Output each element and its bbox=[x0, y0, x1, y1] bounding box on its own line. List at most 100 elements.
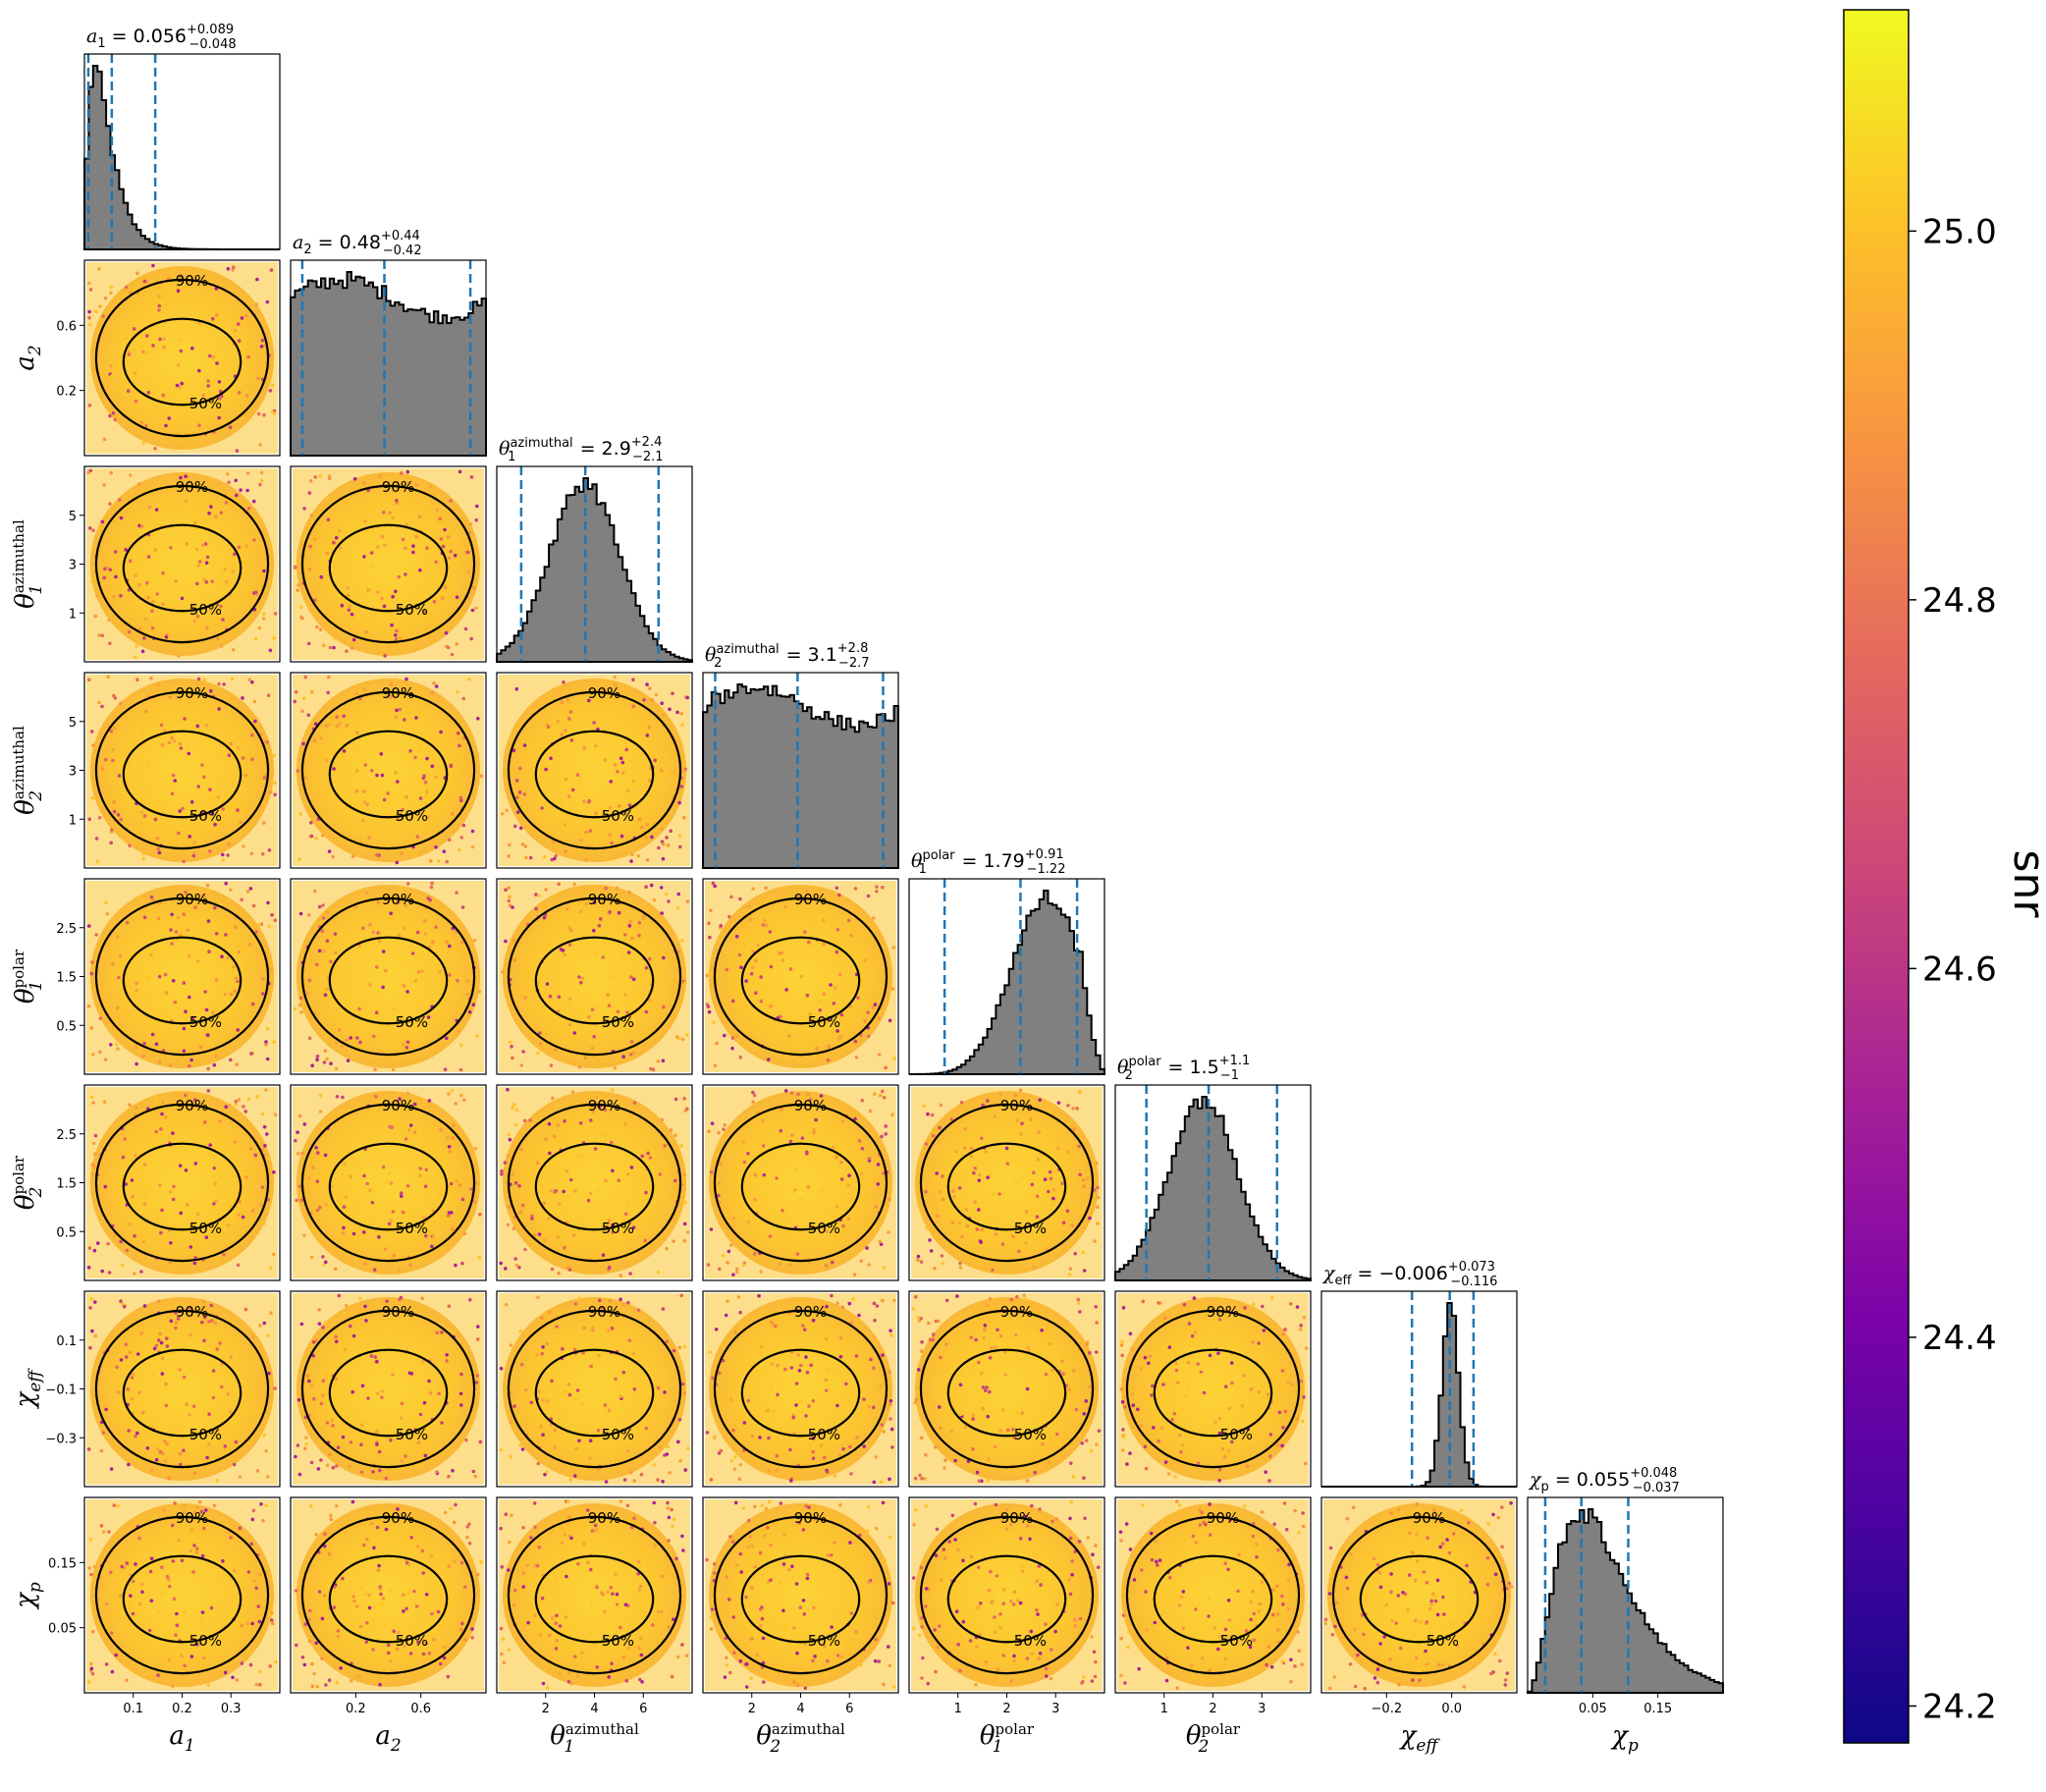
scatter-point bbox=[577, 1064, 582, 1069]
scatter-point bbox=[162, 337, 166, 342]
scatter-point bbox=[619, 1679, 623, 1684]
scatter-points bbox=[293, 468, 484, 660]
scatter-point bbox=[668, 707, 672, 712]
x-axis-label: a2 bbox=[375, 1721, 401, 1756]
scatter-point bbox=[819, 1189, 824, 1194]
scatter-point bbox=[973, 1200, 977, 1204]
scatter-point bbox=[137, 582, 141, 587]
scatter-point bbox=[629, 982, 634, 987]
scatter-point bbox=[788, 967, 793, 971]
scatter-point bbox=[1259, 1400, 1263, 1404]
scatter-point bbox=[401, 1210, 405, 1215]
scatter-point bbox=[747, 904, 751, 909]
scatter-point bbox=[623, 1602, 628, 1606]
scatter-point bbox=[375, 1359, 379, 1364]
scatter-point bbox=[302, 1662, 307, 1667]
scatter-point bbox=[854, 1630, 859, 1634]
scatter-point bbox=[214, 313, 219, 317]
scatter-point bbox=[241, 1215, 245, 1220]
scatter-point bbox=[683, 981, 687, 985]
scatter-point bbox=[131, 1372, 135, 1377]
scatter-point bbox=[726, 1260, 729, 1265]
scatter-point bbox=[680, 1037, 685, 1042]
scatter-point bbox=[461, 696, 466, 701]
scatter-point bbox=[165, 1441, 169, 1446]
scatter-point bbox=[240, 1661, 244, 1665]
scatter-point bbox=[1158, 1347, 1162, 1351]
scatter-point bbox=[795, 1683, 800, 1688]
scatter-point bbox=[264, 1503, 268, 1508]
scatter-point bbox=[318, 1205, 322, 1210]
scatter-point bbox=[194, 1642, 199, 1647]
scatter-point bbox=[1045, 1674, 1049, 1678]
scatter-point bbox=[270, 913, 274, 917]
scatter-point bbox=[1333, 1624, 1337, 1629]
scatter-point bbox=[221, 807, 225, 811]
scatter-points bbox=[86, 1087, 278, 1278]
scatter-point bbox=[90, 1629, 95, 1634]
scatter-point bbox=[362, 519, 367, 523]
scatter-point bbox=[1349, 1551, 1353, 1556]
scatter-point bbox=[726, 1569, 729, 1574]
scatter-points bbox=[86, 262, 278, 454]
panel-frame bbox=[908, 1290, 1105, 1488]
scatter-point bbox=[504, 939, 508, 944]
scatter-point bbox=[575, 1388, 580, 1392]
scatter-point bbox=[262, 412, 266, 417]
scatter-point bbox=[463, 1638, 468, 1642]
scatter-point bbox=[736, 1295, 741, 1299]
scatter-point bbox=[294, 1138, 297, 1143]
scatter-point bbox=[477, 1255, 482, 1260]
contour-50 bbox=[122, 936, 242, 1025]
scatter-point bbox=[672, 1239, 675, 1243]
scatter-point bbox=[744, 1661, 749, 1666]
scatter-point bbox=[244, 393, 249, 398]
scatter-point bbox=[91, 1053, 95, 1057]
scatter-point bbox=[719, 923, 724, 928]
scatter-point bbox=[1363, 1596, 1368, 1600]
scatter-point bbox=[100, 704, 104, 709]
scatter-point bbox=[267, 848, 272, 852]
scatter-point bbox=[530, 1214, 534, 1219]
scatter-point bbox=[1081, 1177, 1086, 1182]
scatter-point bbox=[551, 840, 555, 844]
scatter-point bbox=[253, 1153, 258, 1158]
scatter-point bbox=[195, 581, 199, 586]
y-axis-label: a2 bbox=[11, 345, 45, 370]
scatter-point bbox=[712, 1571, 717, 1575]
scatter-point bbox=[125, 1678, 129, 1683]
scatter-point bbox=[731, 1428, 735, 1433]
scatter-point bbox=[396, 780, 400, 784]
scatter-point bbox=[805, 913, 810, 917]
scatter-point bbox=[429, 885, 434, 890]
scatter-point bbox=[856, 996, 860, 1000]
scatter-point bbox=[381, 1597, 386, 1601]
scatter-point bbox=[188, 1245, 193, 1249]
scatter-point bbox=[434, 684, 439, 688]
scatter-point bbox=[838, 1502, 842, 1507]
scatter-point bbox=[677, 1418, 682, 1422]
contour-label: 50% bbox=[396, 1220, 428, 1237]
scatter-point bbox=[161, 1058, 166, 1061]
scatter-point bbox=[332, 540, 336, 545]
scatter-point bbox=[468, 1298, 472, 1302]
scatter-point bbox=[118, 1628, 123, 1633]
scatter-point bbox=[629, 759, 633, 763]
scatter-point bbox=[584, 857, 588, 862]
scatter-point bbox=[761, 1118, 765, 1122]
scatter-point bbox=[1049, 1676, 1053, 1681]
scatter-point bbox=[797, 1521, 801, 1525]
scatter-point bbox=[1085, 1342, 1089, 1346]
scatter-point bbox=[922, 1104, 927, 1109]
scatter-point bbox=[974, 1682, 978, 1687]
scatter-point bbox=[522, 993, 527, 997]
scatter-point bbox=[891, 946, 896, 950]
contour-label: 50% bbox=[602, 1220, 634, 1237]
panel-frame bbox=[908, 878, 1105, 1075]
scatter-point bbox=[872, 1366, 876, 1370]
scatter-point bbox=[943, 1458, 947, 1462]
scatter-point bbox=[311, 1340, 316, 1344]
scatter-point bbox=[1203, 1411, 1208, 1415]
scatter-point bbox=[234, 1099, 239, 1104]
